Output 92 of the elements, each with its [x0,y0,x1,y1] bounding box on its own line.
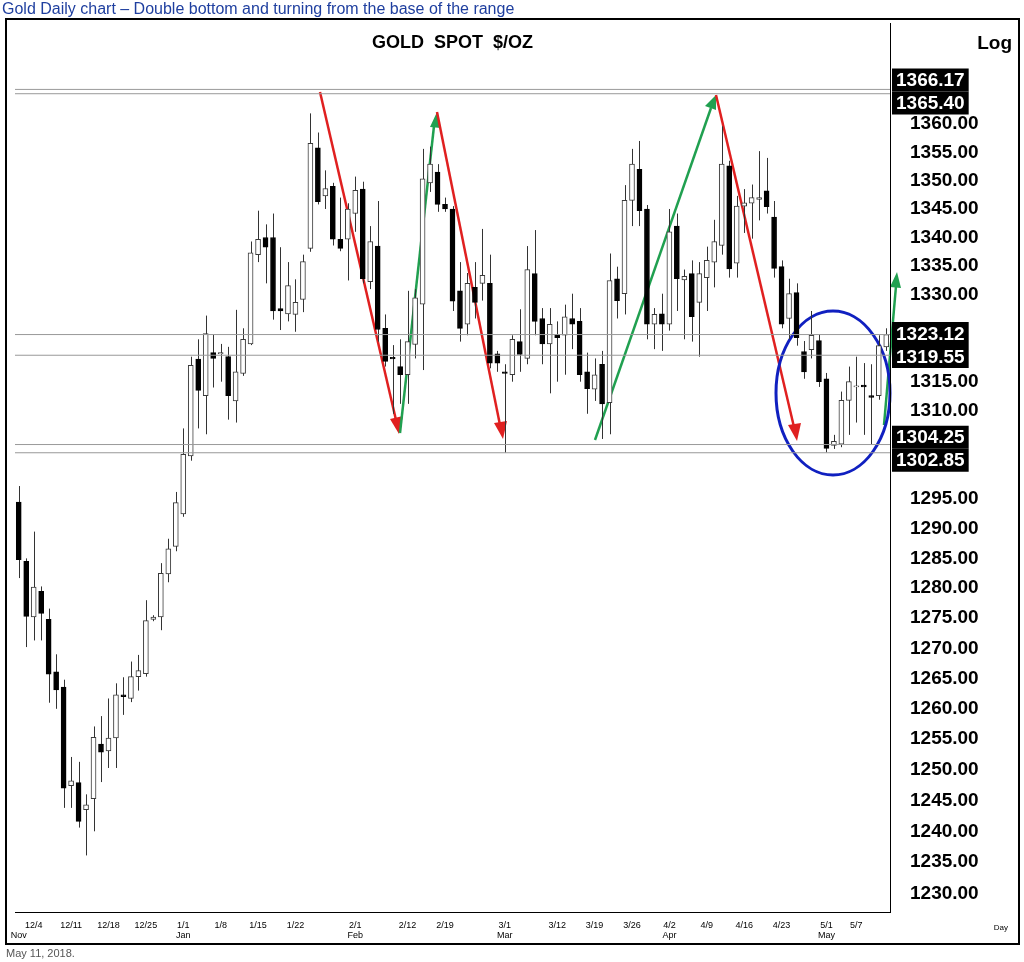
x-tick-label: 1/15 [249,920,267,931]
y-tick-label: 1230.00 [910,881,979,903]
y-tick-label: 1295.00 [910,487,979,509]
chart-title: Gold Daily chart – Double bottom and turning from the base of the range [2,0,515,18]
y-tick-label: 1360.00 [910,112,979,134]
candlestick [68,756,74,809]
y-tick-label: 1245.00 [910,788,979,810]
x-tick-label: 5/7 [850,920,863,931]
x-tick-label: 3/26 [623,920,641,931]
x-tick-label: 12/18 [97,920,120,931]
candlestick [352,176,359,233]
ref-line-label: 1365.40 [896,92,965,114]
candlestick [801,340,807,380]
candlestick [614,266,620,319]
x-tick-label: 1/22 [286,920,305,931]
y-tick-label: 1330.00 [910,283,979,305]
candlestick [584,352,590,415]
y-tick-label: 1235.00 [910,850,979,872]
x-tick-label: 1/1 Jan [176,920,191,940]
x-tick-label: 4/23 [772,920,791,931]
y-axis-title: Log [977,31,1012,53]
y-tick-label: 1340.00 [910,225,979,247]
candlestick [38,585,45,641]
y-tick-label: 1315.00 [910,369,979,391]
ref-line-label: 1323.12 [896,322,965,344]
candlestick [98,715,104,783]
x-tick-label: 4/2 Apr [662,920,677,940]
y-tick-label: 1285.00 [910,546,979,568]
candlestick [554,320,561,383]
candlestick [427,146,433,193]
candlestick [748,184,755,240]
candlestick [853,356,860,424]
y-tick-label: 1345.00 [910,197,979,219]
y-tick-label: 1355.00 [910,140,979,162]
candlestick [53,653,59,710]
y-tick-label: 1250.00 [910,758,979,780]
candlestick [786,278,792,340]
candlestick [502,363,508,454]
y-tick-label: 1270.00 [910,636,979,658]
candlestick [569,293,575,350]
candlestick [546,307,553,394]
candlestick [741,188,747,234]
y-tick-label: 1260.00 [910,697,979,719]
candlestick [83,793,89,856]
y-tick-label: 1310.00 [910,399,979,421]
y-tick-label: 1240.00 [910,819,979,841]
y-tick-label: 1335.00 [910,254,979,276]
candlestick [472,261,478,319]
x-tick-label: 2/1 Feb [347,920,364,940]
candlestick [128,661,134,703]
x-tick-label: 4/9 [700,920,714,931]
y-tick-label: 1290.00 [910,516,979,538]
ref-line-label: 1366.17 [896,69,965,91]
x-tick-label: 12/4 [24,920,43,931]
ref-line-label: 1302.85 [896,449,966,471]
ref-line-label: 1319.55 [896,345,966,367]
text: GOLD SPOT $/OZ [371,32,534,53]
ref-line-label: 1304.25 [896,426,966,448]
x-tick-label: 2/19 [436,920,454,931]
x-tick-label: 3/1 Mar [497,920,513,940]
x-tick-label: 4/16 [735,920,753,931]
candlestick [659,293,665,352]
y-tick-label: 1280.00 [910,576,979,598]
y-tick-label: 1350.00 [910,168,979,190]
x-axis-title: Day [993,923,1008,933]
y-tick-label: 1265.00 [910,666,979,688]
x-tick-label: 1/8 [214,920,227,931]
x-tick-label: 2/12 [398,920,417,931]
candlestick [217,343,224,383]
x-tick-label: Nov [10,929,28,940]
candlestick [255,210,261,263]
candlestick [883,327,890,352]
candlestick [561,304,568,376]
y-tick-label: 1275.00 [910,606,979,628]
candlestick [846,366,852,436]
candlestick [711,219,718,288]
text: May 11, 2018. [6,947,75,959]
candlestick [703,246,710,312]
candlestick [868,363,875,446]
x-tick-label: 3/12 [548,920,566,931]
x-tick-label: 3/19 [585,920,604,931]
candlestick [337,197,344,252]
candlestick [120,676,127,716]
candlestick [397,338,403,405]
candlestick [210,334,217,389]
x-tick-label: 5/1 May [817,920,836,940]
x-tick-label: 12/11 [60,920,83,931]
candlestick [516,308,523,373]
y-tick-label: 1255.00 [910,727,979,749]
candlestick [165,538,172,583]
x-tick-label: 12/25 [134,920,158,931]
candlestick [756,150,762,221]
